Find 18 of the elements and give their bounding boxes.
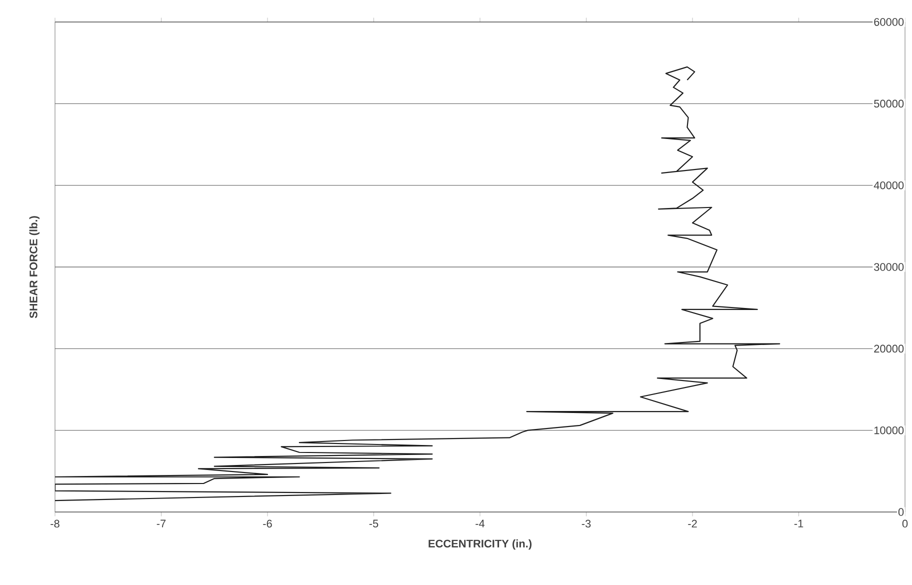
y-tick-label: 0: [898, 508, 904, 516]
y-tick-label: 20000: [874, 344, 904, 353]
x-tick-label: -5: [369, 520, 378, 528]
line-series: [55, 66, 780, 502]
x-tick-label: -7: [156, 520, 166, 528]
x-tick-label: -8: [50, 520, 60, 528]
x-axis-title: ECCENTRICITY (in.): [428, 539, 532, 550]
y-axis-title: SHEAR FORCE (lb.): [29, 216, 40, 318]
x-tick-label: -4: [476, 520, 485, 528]
x-tick-label: -3: [582, 520, 591, 528]
x-tick-label: -2: [688, 520, 697, 528]
y-tick-label: 40000: [874, 181, 904, 190]
y-tick-label: 60000: [874, 18, 904, 26]
y-tick-label: 10000: [874, 426, 904, 434]
x-tick-label: -6: [263, 520, 272, 528]
x-tick-label: -1: [794, 520, 804, 528]
y-tick-label: 50000: [874, 100, 904, 108]
y-tick-label: 30000: [874, 263, 904, 271]
